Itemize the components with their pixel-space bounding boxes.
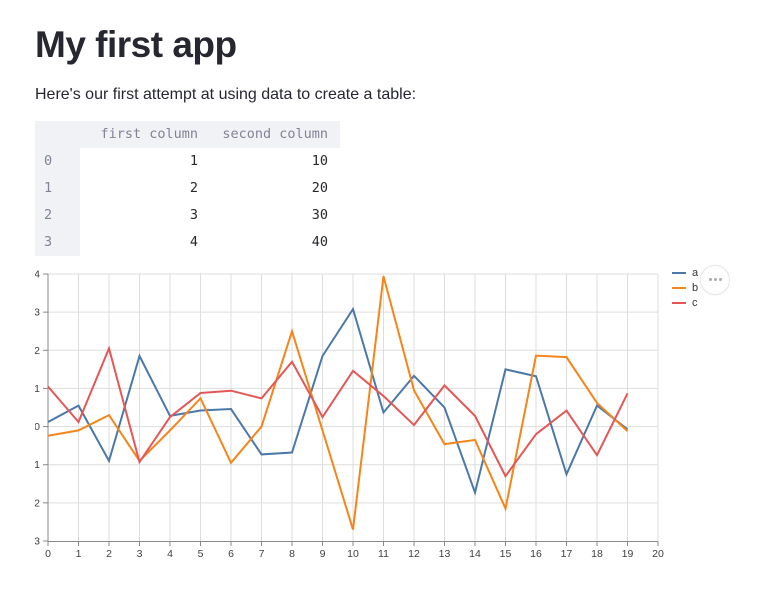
tick-label: 19 (622, 548, 634, 560)
tick-label: 10 (347, 548, 359, 560)
row-index-cell: 1 (35, 174, 80, 202)
tick-label: -3 (35, 535, 40, 547)
tick-label: 3 (137, 548, 143, 560)
table-cell: 40 (210, 228, 340, 256)
tick-label: 8 (289, 548, 295, 560)
tick-label: 5 (198, 548, 204, 560)
page-title: My first app (35, 24, 237, 65)
table-cell: 3 (80, 201, 210, 229)
ellipsis-icon (713, 278, 717, 282)
legend-item-c: c (672, 296, 698, 309)
tick-label: 11 (378, 548, 389, 560)
table-cell: 4 (80, 228, 210, 256)
tick-label: 1 (35, 383, 40, 395)
legend-item-b: b (672, 281, 699, 294)
intro-text: Here's our first attempt at using data t… (35, 85, 417, 103)
chart-menu-button[interactable] (700, 264, 730, 295)
tick-label: 6 (228, 548, 234, 560)
table-cell: 20 (210, 174, 340, 202)
tick-label: 12 (408, 548, 420, 560)
tick-label: 16 (530, 548, 542, 560)
table-cell: 10 (210, 147, 340, 175)
ellipsis-icon (708, 278, 712, 282)
dataframe[interactable]: first column second column 0 1 10 1 2 20 2 3 30 3 4… (35, 120, 340, 256)
tick-label: 15 (500, 548, 512, 560)
tick-label: 4 (167, 548, 173, 560)
line-chart: 01234567891011121314151617181920-3-2-101… (35, 264, 745, 574)
tick-label: 1 (76, 548, 82, 560)
tick-label: -2 (35, 497, 40, 509)
tick-label: -1 (35, 459, 40, 471)
tick-label: 2 (106, 548, 112, 560)
legend-line-swatch (672, 287, 686, 290)
tick-label: 4 (35, 268, 40, 280)
legend-item-a: a (672, 266, 699, 279)
tick-label: 14 (469, 548, 481, 560)
table-row: 1 2 20 (35, 174, 340, 202)
app-content: My first app Here's our first attempt at… (35, 0, 745, 574)
row-index-cell: 2 (35, 201, 80, 229)
dataframe-column-header[interactable]: first column (80, 120, 210, 148)
tick-label: 7 (259, 548, 265, 560)
legend-label: c (692, 296, 698, 309)
dataframe-header: first column second column (35, 120, 340, 148)
series-line-b (47, 275, 629, 530)
legend-label: b (692, 281, 699, 294)
chart-plot-area[interactable]: 01234567891011121314151617181920-3-2-101… (35, 264, 680, 564)
table-cell: 1 (80, 147, 210, 175)
tick-label: 20 (652, 548, 664, 560)
dataframe-column-header[interactable]: second column (210, 120, 340, 148)
table-row: 2 3 30 (35, 201, 340, 229)
series-line-a (47, 306, 629, 496)
dataframe-corner-cell (35, 120, 80, 148)
legend-line-swatch (672, 272, 686, 275)
tick-label: 9 (320, 548, 326, 560)
legend-label: a (692, 266, 699, 279)
table-cell: 30 (210, 201, 340, 229)
tick-label: 0 (45, 548, 51, 560)
table-cell: 2 (80, 174, 210, 202)
row-index-cell: 3 (35, 228, 80, 256)
tick-label: 2 (35, 345, 40, 357)
tick-label: 13 (439, 548, 451, 560)
tick-label: 17 (561, 548, 573, 560)
ellipsis-icon (718, 278, 722, 282)
tick-label: 18 (591, 548, 603, 560)
table-row: 3 4 40 (35, 228, 340, 256)
table-row: 0 1 10 (35, 147, 340, 175)
tick-label: 0 (35, 421, 40, 433)
legend-line-swatch (672, 302, 686, 305)
tick-label: 3 (35, 306, 40, 318)
row-index-cell: 0 (35, 147, 80, 175)
series-line-c (47, 345, 629, 478)
